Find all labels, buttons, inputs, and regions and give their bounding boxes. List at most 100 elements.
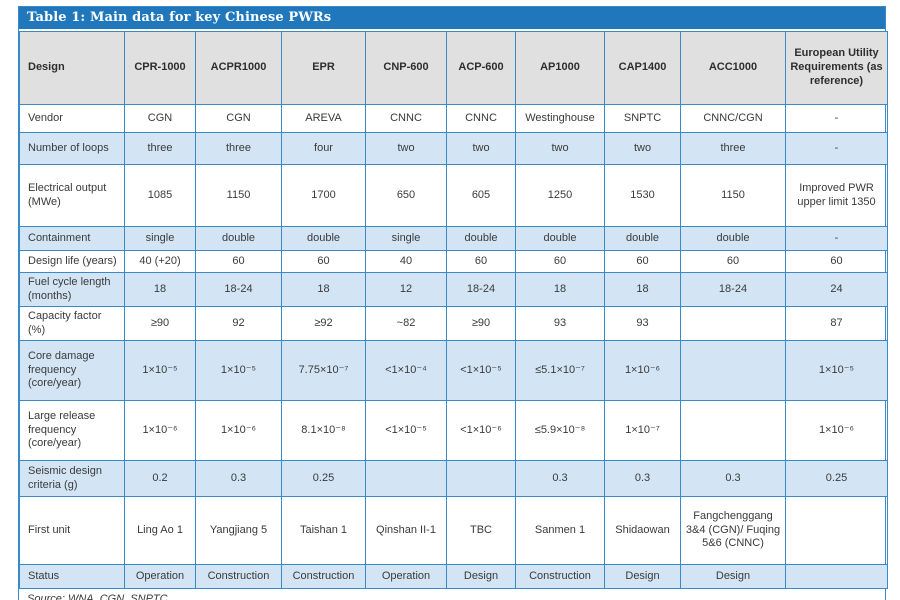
table-cell: three	[124, 132, 196, 165]
table-cell: Design	[604, 564, 681, 589]
table-cell: 1×10⁻⁶	[124, 400, 196, 461]
table-row: Seismic design criteria (g) 0.2 0.3 0.25 0.3…	[19, 460, 888, 497]
table-cell: double	[515, 226, 605, 251]
table-cell: 1085	[124, 164, 196, 227]
table-cell: 1700	[281, 164, 366, 227]
table-cell: 0.25	[785, 460, 888, 497]
table-cell: double	[604, 226, 681, 251]
table-cell: 7.75×10⁻⁷	[281, 340, 366, 401]
table-cell: 1×10⁻⁶	[785, 400, 888, 461]
table-cell: 60	[446, 250, 516, 273]
pwr-data-table: Design CPR-1000 ACPR1000 EPR CNP-600 ACP-600 A…	[19, 31, 888, 589]
table-title: Table 1: Main data for key Chinese PWRs	[19, 7, 885, 31]
table-cell: Taishan 1	[281, 496, 366, 565]
table-cell: 60	[515, 250, 605, 273]
table-row: Design life (years) 40 (+20) 60 60 40 60 60 60 6…	[19, 250, 888, 273]
table-cell: CNNC	[365, 104, 447, 133]
table-cell: TBC	[446, 496, 516, 565]
table-cell: CNNC	[446, 104, 516, 133]
table-cell: Sanmen 1	[515, 496, 605, 565]
table-cell: three	[195, 132, 282, 165]
table-cell: CGN	[124, 104, 196, 133]
header-cell: EPR	[281, 31, 366, 105]
table-cell: two	[515, 132, 605, 165]
table-cell: 1×10⁻⁷	[604, 400, 681, 461]
table-cell: 60	[785, 250, 888, 273]
header-cell: ACP-600	[446, 31, 516, 105]
row-label: Electrical output (MWe)	[19, 164, 125, 227]
table-cell: 18-24	[680, 272, 786, 307]
table-cell: 40 (+20)	[124, 250, 196, 273]
table-cell: 18-24	[195, 272, 282, 307]
row-label: Number of loops	[19, 132, 125, 165]
table-cell: 60	[680, 250, 786, 273]
header-cell: CNP-600	[365, 31, 447, 105]
table-cell: -	[785, 132, 888, 165]
row-label: Design life (years)	[19, 250, 125, 273]
table-row: Core damage frequency (core/year) 1×10⁻⁵ 1…	[19, 340, 888, 401]
table-cell: Operation	[365, 564, 447, 589]
table-cell: 12	[365, 272, 447, 307]
table-cell: ≤5.9×10⁻⁸	[515, 400, 605, 461]
table-cell: <1×10⁻⁶	[446, 400, 516, 461]
header-cell: CAP1400	[604, 31, 681, 105]
table-row: Number of loops three three four two two two tw…	[19, 132, 888, 165]
table-cell	[785, 564, 888, 589]
table-cell: ≥90	[124, 306, 196, 341]
header-cell: AP1000	[515, 31, 605, 105]
header-cell: European Utility Requirements (as refere…	[785, 31, 888, 105]
table-row: Containment single double double single doubl…	[19, 226, 888, 251]
table-row: Vendor CGN CGN AREVA CNNC CNNC Westinghouse SNP…	[19, 104, 888, 133]
table-cell: 1×10⁻⁵	[124, 340, 196, 401]
table-cell: 0.3	[680, 460, 786, 497]
row-label: Vendor	[19, 104, 125, 133]
table-cell: double	[195, 226, 282, 251]
table-cell: <1×10⁻⁵	[446, 340, 516, 401]
table-cell: Construction	[515, 564, 605, 589]
table-row: Large release frequency (core/year) 1×10⁻…	[19, 400, 888, 461]
table-cell: 87	[785, 306, 888, 341]
table-cell: 1150	[195, 164, 282, 227]
table-frame: Table 1: Main data for key Chinese PWRs …	[18, 6, 888, 600]
table-cell: 1×10⁻⁶	[604, 340, 681, 401]
table-cell: 1150	[680, 164, 786, 227]
table-cell: double	[680, 226, 786, 251]
table-cell: ≥90	[446, 306, 516, 341]
table-cell: 0.3	[515, 460, 605, 497]
table-cell: 60	[281, 250, 366, 273]
table-row: Electrical output (MWe) 1085 1150 1700 650 60…	[19, 164, 888, 227]
table-cell: 18	[515, 272, 605, 307]
table-cell: CGN	[195, 104, 282, 133]
table-row: Capacity factor (%) ≥90 92 ≥92 ~82 ≥90 93 93 87	[19, 306, 888, 341]
header-cell: CPR-1000	[124, 31, 196, 105]
table-body: Vendor CGN CGN AREVA CNNC CNNC Westinghouse SNP…	[19, 104, 888, 589]
table-cell: 93	[515, 306, 605, 341]
table-cell: double	[281, 226, 366, 251]
header-cell: ACC1000	[680, 31, 786, 105]
table-cell: 93	[604, 306, 681, 341]
table-cell: single	[124, 226, 196, 251]
table-cell: Westinghouse	[515, 104, 605, 133]
table-cell	[446, 460, 516, 497]
header-row: Design CPR-1000 ACPR1000 EPR CNP-600 ACP-600 A…	[19, 31, 888, 105]
table-cell: 1530	[604, 164, 681, 227]
table-cell: 40	[365, 250, 447, 273]
table-cell: 18	[124, 272, 196, 307]
table-cell: -	[785, 104, 888, 133]
row-label: Large release frequency (core/year)	[19, 400, 125, 461]
table-cell: -	[785, 226, 888, 251]
table-cell: 650	[365, 164, 447, 227]
table-cell: 0.25	[281, 460, 366, 497]
table-cell: Shidaowan	[604, 496, 681, 565]
table-cell: Fangchenggang 3&4 (CGN)/ Fuqing 5&6 (CNN…	[680, 496, 786, 565]
table-cell: four	[281, 132, 366, 165]
row-label: Capacity factor (%)	[19, 306, 125, 341]
row-label: Seismic design criteria (g)	[19, 460, 125, 497]
row-label: Status	[19, 564, 125, 589]
table-cell: 18-24	[446, 272, 516, 307]
row-label: First unit	[19, 496, 125, 565]
table-cell: Operation	[124, 564, 196, 589]
table-cell: <1×10⁻⁴	[365, 340, 447, 401]
